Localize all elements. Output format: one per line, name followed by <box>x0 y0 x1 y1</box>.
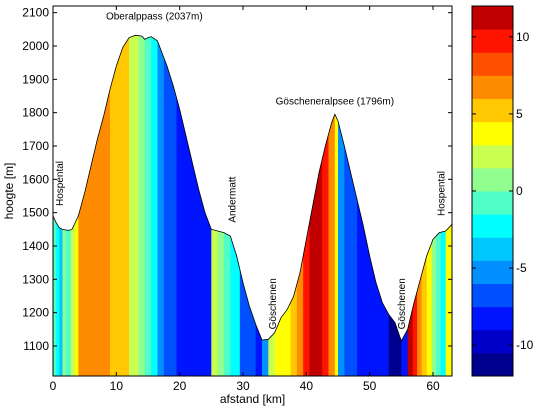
y-tick-label: 2100 <box>22 6 49 20</box>
temperature-band <box>426 35 433 376</box>
x-tick-label: 20 <box>173 379 187 393</box>
temperature-bands <box>53 35 452 376</box>
colorbar-segment <box>472 214 513 238</box>
temperature-band <box>303 35 311 376</box>
temperature-band <box>157 35 165 376</box>
temperature-band <box>407 35 414 376</box>
temperature-band <box>70 35 76 376</box>
x-tick-label: 10 <box>110 379 124 393</box>
temperature-band <box>284 35 292 376</box>
temperature-band <box>163 35 178 376</box>
annotation-label: Göscheneralpsee (1796m) <box>276 96 394 107</box>
temperature-band <box>255 35 263 376</box>
temperature-band <box>338 35 345 376</box>
annotation-label: Hospental <box>55 161 66 206</box>
x-tick-label: 30 <box>236 379 250 393</box>
colorbar-segment <box>472 237 513 261</box>
temperature-band <box>211 35 219 376</box>
temperature-band <box>296 35 304 376</box>
temperature-band <box>65 35 72 376</box>
y-tick-label: 1600 <box>22 172 49 186</box>
elevation-profile-line <box>52 34 453 342</box>
colorbar-segment <box>472 6 513 30</box>
annotation-label: Andermatt <box>227 176 238 222</box>
colorbar-segment <box>472 167 513 192</box>
plot-frame <box>52 5 453 377</box>
temperature-band <box>144 35 152 376</box>
annotation-label: Göschenen <box>397 278 408 329</box>
x-tick-label: 0 <box>50 379 57 393</box>
colorbar-segment <box>472 75 513 99</box>
temperature-band <box>421 35 428 376</box>
temperature-band <box>344 35 352 376</box>
y-tick-label: 2000 <box>22 39 49 53</box>
temperature-band <box>176 35 212 376</box>
colorbar-segment <box>472 352 513 377</box>
temperature-band <box>369 35 377 376</box>
colorbar: 10 5 0 -5 -10 <box>471 5 534 377</box>
temperature-band <box>328 35 336 376</box>
temperature-band <box>357 35 364 376</box>
colorbar-segment <box>472 329 513 354</box>
temperature-band <box>78 35 111 376</box>
colorbar-segment <box>472 260 513 284</box>
colorbar-segment <box>472 52 513 76</box>
temperature-band <box>388 35 396 376</box>
temperature-band <box>363 35 371 376</box>
y-tick-label: 1500 <box>22 206 49 220</box>
temperature-band <box>350 35 358 376</box>
temperature-band <box>322 35 330 376</box>
colorbar-tick-label: 0 <box>516 184 523 198</box>
colorbar-tick-label: -10 <box>516 338 534 352</box>
temperature-band <box>217 35 225 376</box>
y-tick-label: 1100 <box>23 339 49 353</box>
temperature-band <box>334 35 339 376</box>
x-tick-label: 60 <box>426 379 440 393</box>
temperature-band <box>138 35 146 376</box>
colorbar-tick-label: -5 <box>516 261 527 275</box>
annotation-label: Oberalppass (2037m) <box>106 11 203 22</box>
temperature-band <box>376 35 383 376</box>
place-annotations: Oberalppass (2037m) Göscheneralpsee (1796… <box>55 11 447 329</box>
colorbar-segment <box>472 144 513 169</box>
colorbar-segment <box>472 29 513 53</box>
temperature-band <box>249 35 257 376</box>
y-tick-label: 1200 <box>22 306 49 320</box>
y-tick-label: 1900 <box>22 72 49 86</box>
colorbar-segment <box>472 98 513 123</box>
colorbar-segment <box>472 121 513 146</box>
temperature-band <box>239 35 250 376</box>
colorbar-tick-label: 10 <box>516 30 530 44</box>
y-axis-label: hoogte [m] <box>2 163 16 220</box>
colorbar-tick-label: 5 <box>516 107 523 121</box>
x-tick-label: 50 <box>363 379 377 393</box>
y-tick-label: 1700 <box>22 139 49 153</box>
temperature-band <box>417 35 423 376</box>
temperature-band <box>382 35 390 376</box>
colorbar-segment <box>472 283 513 308</box>
x-axis-ticks: 0 10 20 30 40 50 60 <box>50 6 440 393</box>
temperature-band <box>290 35 298 376</box>
y-tick-label: 1300 <box>22 272 49 286</box>
temperature-band <box>110 35 130 376</box>
temperature-band <box>412 35 418 376</box>
x-axis-label: afstand [km] <box>220 392 285 406</box>
temperature-band <box>151 35 159 376</box>
y-axis-ticks: 1100 1200 1300 1400 1500 1600 1700 1800 1900 2000… <box>22 6 452 353</box>
y-tick-label: 1400 <box>22 239 49 253</box>
colorbar-segment <box>472 306 513 331</box>
colorbar-segment <box>472 191 513 215</box>
temperature-band <box>129 35 140 376</box>
x-tick-label: 40 <box>300 379 314 393</box>
annotation-label: Göschenen <box>268 278 279 329</box>
annotation-label: Hospental <box>436 171 447 216</box>
temperature-band <box>315 35 323 376</box>
y-tick-label: 1800 <box>22 106 49 120</box>
